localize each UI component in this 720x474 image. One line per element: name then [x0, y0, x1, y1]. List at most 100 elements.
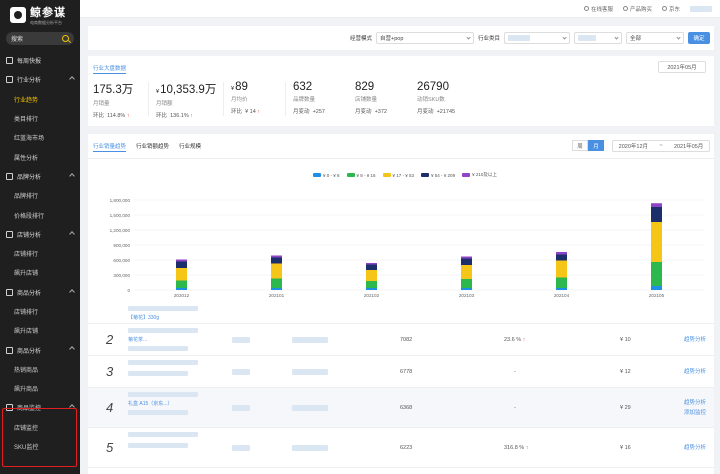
stats-month-picker[interactable]: 2021年05月: [658, 61, 706, 73]
sidebar-item-4[interactable]: 红蓝海市场: [0, 128, 80, 147]
bar-segment[interactable]: [651, 207, 662, 222]
bar-segment[interactable]: [176, 268, 187, 281]
bar-segment[interactable]: [651, 203, 662, 207]
legend-item[interactable]: ¥ 8 - ¥ 16: [346, 172, 376, 178]
sidebar-item-9[interactable]: 店铺分析: [0, 225, 80, 244]
granularity-month[interactable]: 月: [588, 140, 604, 151]
bar-segment[interactable]: [366, 288, 377, 290]
sidebar-item-1[interactable]: 行业分析: [0, 70, 80, 89]
table-row[interactable]: 2 菊花茶... 7082 23.6 % ↑ ¥ 10 趋势分析: [88, 324, 714, 356]
bar-segment[interactable]: [651, 262, 662, 286]
sidebar-item-15[interactable]: 商品分析: [0, 340, 80, 359]
sidebar-item-16[interactable]: 热销商品: [0, 360, 80, 379]
menu-group-icon: [6, 230, 13, 238]
bar-segment[interactable]: [556, 260, 567, 278]
row-rank: 3: [106, 364, 114, 379]
sidebar-item-8[interactable]: 价格段排行: [0, 205, 80, 224]
sidebar-item-11[interactable]: 飙升店铺: [0, 263, 80, 282]
bar-segment[interactable]: [366, 263, 377, 265]
sidebar-item-5[interactable]: 属性分析: [0, 147, 80, 166]
blurred-shop: [292, 337, 328, 343]
bar-segment[interactable]: [176, 261, 187, 269]
legend-item[interactable]: ¥ 0 - ¥ 8: [313, 172, 340, 178]
legend-item[interactable]: ¥ 210及以上: [462, 172, 497, 178]
legend-item[interactable]: ¥ 54 - ¥ 209: [421, 172, 455, 178]
bar-segment[interactable]: [461, 288, 472, 290]
bar-segment[interactable]: [461, 265, 472, 279]
table-row[interactable]: 4 礼盒 A15（京东...） 6368 - ¥ 29 趋势分析 添加监控: [88, 388, 714, 428]
sidebar-item-14[interactable]: 飙升店铺: [0, 321, 80, 340]
bar-segment[interactable]: [176, 288, 187, 290]
sidebar-item-19[interactable]: 店铺监控: [0, 418, 80, 437]
sidebar-item-20[interactable]: SKU监控: [0, 437, 80, 456]
bar-segment[interactable]: [556, 288, 567, 290]
category-select-1[interactable]: [504, 32, 570, 44]
date-range-picker[interactable]: 2020年12月 ~ 2021年05月: [612, 140, 710, 152]
mode-select[interactable]: 自营+pop: [375, 32, 474, 44]
bar-segment[interactable]: [176, 259, 187, 262]
tab-industry-scale[interactable]: 行业规模: [179, 144, 202, 150]
product-title-link[interactable]: 礼盒 A15（京东...）: [128, 401, 173, 407]
row-action-link[interactable]: 趋势分析: [684, 445, 707, 451]
sidebar-item-12[interactable]: 商品分析: [0, 283, 80, 302]
bar-segment[interactable]: [271, 255, 282, 258]
search-icon[interactable]: [62, 35, 69, 42]
stats-tab[interactable]: 行业大盘数据: [93, 66, 127, 74]
sidebar-item-2[interactable]: 行业趋势: [0, 90, 80, 109]
topbar-link-support[interactable]: 在线客服: [583, 5, 613, 13]
sidebar-item-17[interactable]: 飙升商品: [0, 379, 80, 398]
granularity-week[interactable]: 周: [572, 140, 588, 151]
legend-item[interactable]: ¥ 17 - ¥ 53: [382, 172, 414, 178]
user-menu[interactable]: [690, 5, 712, 12]
sidebar-search[interactable]: 搜索: [6, 32, 74, 45]
table-row[interactable]: 5 6223 316.8 % ↑ ¥ 16 趋势分析: [88, 428, 714, 468]
bar-segment[interactable]: [271, 288, 282, 290]
bar-segment[interactable]: [271, 257, 282, 264]
bar-segment[interactable]: [556, 254, 567, 261]
category-select-3[interactable]: 全部: [626, 32, 684, 44]
bar-segment[interactable]: [461, 279, 472, 288]
product-title-link[interactable]: 菊花茶...: [128, 337, 148, 343]
sidebar-item-13[interactable]: 店铺排行: [0, 302, 80, 321]
sidebar-item-3[interactable]: 类目排行: [0, 109, 80, 128]
bar-segment[interactable]: [651, 286, 662, 290]
sidebar-item-7[interactable]: 品牌排行: [0, 186, 80, 205]
row-action-link[interactable]: 添加监控: [684, 410, 707, 416]
bar-segment[interactable]: [461, 258, 472, 266]
bar-segment[interactable]: [556, 277, 567, 289]
stat-label: 月均价: [231, 97, 248, 103]
sidebar-item-10[interactable]: 店铺排行: [0, 244, 80, 263]
bar-segment[interactable]: [366, 264, 377, 271]
category-select-2[interactable]: [574, 32, 622, 44]
confirm-button[interactable]: 确定: [688, 32, 710, 44]
sidebar-item-6[interactable]: 品牌分析: [0, 167, 80, 186]
bar-segment[interactable]: [461, 256, 472, 259]
topbar-link-jd[interactable]: 京东: [661, 5, 680, 13]
sidebar-item-0[interactable]: 每周快报: [0, 51, 80, 70]
product-cell: 菊花茶...: [128, 328, 208, 353]
row-action-link[interactable]: 趋势分析: [684, 400, 707, 406]
price-cell: ¥ 10: [620, 337, 631, 343]
highlight-box: [2, 408, 77, 467]
row-action-link[interactable]: 趋势分析: [684, 337, 707, 343]
bar-segment[interactable]: [366, 270, 377, 281]
logo[interactable]: 鲸参谋 电商数据分析平台: [0, 0, 80, 30]
row-action-link[interactable]: 趋势分析: [684, 369, 707, 375]
bar-segment[interactable]: [271, 278, 282, 289]
table-row[interactable]: 【菊花】330g: [88, 304, 714, 324]
legend-label: ¥ 0 - ¥ 8: [323, 172, 340, 178]
table-row[interactable]: 3 6778 - ¥ 12 趋势分析: [88, 356, 714, 388]
sidebar-item-label: 类目排行: [14, 117, 39, 124]
bar-segment[interactable]: [176, 280, 187, 289]
tab-sales-volume-trend[interactable]: 行业销量趋势: [93, 144, 127, 152]
product-title-link[interactable]: 【菊花】330g: [128, 315, 160, 321]
bar-segment[interactable]: [366, 281, 377, 288]
tab-sales-amount-trend[interactable]: 行业销额趋势: [136, 144, 170, 150]
bar-segment[interactable]: [556, 252, 567, 255]
sidebar-item-18[interactable]: 商品监控: [0, 398, 80, 417]
bar-segment[interactable]: [651, 222, 662, 262]
y-tick-label: 0: [127, 288, 130, 293]
bar-segment[interactable]: [271, 263, 282, 279]
topbar-link-purchase[interactable]: 产品购买: [622, 5, 652, 13]
chart-tabs: 行业销量趋势 行业销额趋势 行业规模: [93, 142, 201, 152]
